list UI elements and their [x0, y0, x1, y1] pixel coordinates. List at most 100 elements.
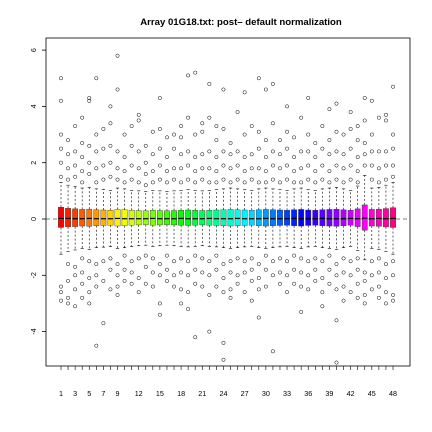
outlier-point: [270, 81, 275, 86]
outlier-point: [66, 152, 71, 157]
outlier-point: [186, 273, 191, 278]
outlier-point: [87, 301, 92, 306]
outlier-point: [249, 267, 254, 272]
outlier-point: [157, 301, 162, 306]
outlier-point: [66, 177, 71, 182]
outlier-point: [299, 166, 304, 171]
outlier-point: [362, 141, 367, 145]
outlier-point: [263, 87, 268, 92]
outlier-point: [242, 180, 247, 185]
outlier-point: [263, 138, 268, 143]
outlier-point: [355, 138, 360, 143]
box-39: [326, 107, 333, 286]
outlier-point: [108, 256, 113, 261]
outlier-point: [320, 259, 325, 264]
outlier-point: [207, 329, 212, 334]
outlier-point: [87, 259, 92, 264]
outlier-point: [376, 270, 381, 275]
outlier-point: [94, 180, 99, 185]
outlier-point: [285, 273, 289, 278]
box-4: [79, 115, 86, 300]
outlier-point: [348, 290, 353, 295]
box-36: [305, 96, 312, 292]
outlier-point: [80, 155, 85, 160]
box-48: [390, 84, 396, 303]
x-tick-label: 30: [262, 389, 270, 398]
outlier-point: [221, 149, 226, 154]
outlier-point: [108, 160, 113, 165]
box-38: [319, 124, 326, 309]
outlier-point: [362, 96, 367, 100]
outlier-point: [285, 146, 289, 151]
box-13: [142, 143, 149, 286]
outlier-point: [101, 177, 106, 182]
outlier-point: [242, 270, 247, 275]
outlier-point: [369, 132, 374, 137]
x-tick-label: 48: [389, 389, 397, 398]
outlier-point: [362, 301, 367, 306]
outlier-point: [362, 152, 367, 157]
outlier-point: [391, 132, 395, 137]
box-43: [354, 124, 361, 300]
box-body: [270, 209, 276, 226]
outlier-point: [73, 163, 78, 168]
outlier-point: [263, 155, 268, 160]
outlier-point: [228, 141, 233, 145]
box-18: [178, 124, 184, 306]
outlier-point: [320, 124, 325, 129]
outlier-point: [221, 290, 226, 295]
outlier-point: [157, 177, 162, 182]
box-body: [319, 209, 326, 226]
outlier-point: [136, 149, 141, 154]
outlier-point: [334, 163, 339, 168]
outlier-point: [87, 143, 92, 148]
outlier-point: [80, 256, 85, 261]
outlier-point: [278, 180, 282, 185]
box-42: [347, 110, 354, 295]
outlier-point: [94, 149, 99, 154]
outlier-point: [249, 177, 254, 182]
outlier-point: [108, 121, 113, 126]
outlier-point: [87, 276, 92, 281]
x-tick-label: 9: [116, 389, 120, 398]
outlier-point: [136, 256, 141, 261]
outlier-point: [221, 357, 226, 362]
outlier-point: [369, 98, 374, 103]
box-47: [383, 112, 389, 306]
outlier-point: [270, 273, 275, 278]
outlier-point: [341, 180, 346, 185]
outlier-point: [101, 278, 106, 283]
outlier-point: [179, 287, 184, 292]
outlier-point: [306, 163, 311, 168]
outlier-point: [150, 129, 155, 134]
box-body: [298, 209, 305, 227]
outlier-point: [115, 166, 120, 171]
outlier-point: [278, 138, 282, 143]
outlier-point: [115, 284, 120, 289]
outlier-point: [341, 256, 346, 261]
outlier-point: [59, 290, 63, 295]
box-body: [72, 208, 79, 227]
outlier-point: [115, 87, 120, 92]
box-body: [206, 210, 213, 226]
outlier-point: [383, 290, 388, 295]
box-body: [354, 208, 361, 227]
outlier-point: [193, 70, 198, 75]
y-axis: -4 -2 0 2 4 6: [29, 48, 46, 335]
outlier-point: [207, 149, 212, 154]
outlier-point: [122, 278, 127, 283]
outlier-point: [207, 293, 212, 297]
outlier-point: [270, 349, 275, 354]
box-series: [58, 53, 396, 365]
outlier-point: [157, 126, 162, 131]
box-21: [199, 121, 206, 289]
outlier-point: [383, 149, 388, 154]
box-body: [375, 208, 382, 227]
box-body: [192, 210, 199, 226]
outlier-point: [59, 132, 63, 137]
outlier-point: [383, 177, 388, 182]
box-14: [149, 129, 156, 289]
outlier-point: [143, 281, 148, 286]
outlier-point: [341, 270, 346, 275]
outlier-point: [348, 177, 353, 182]
